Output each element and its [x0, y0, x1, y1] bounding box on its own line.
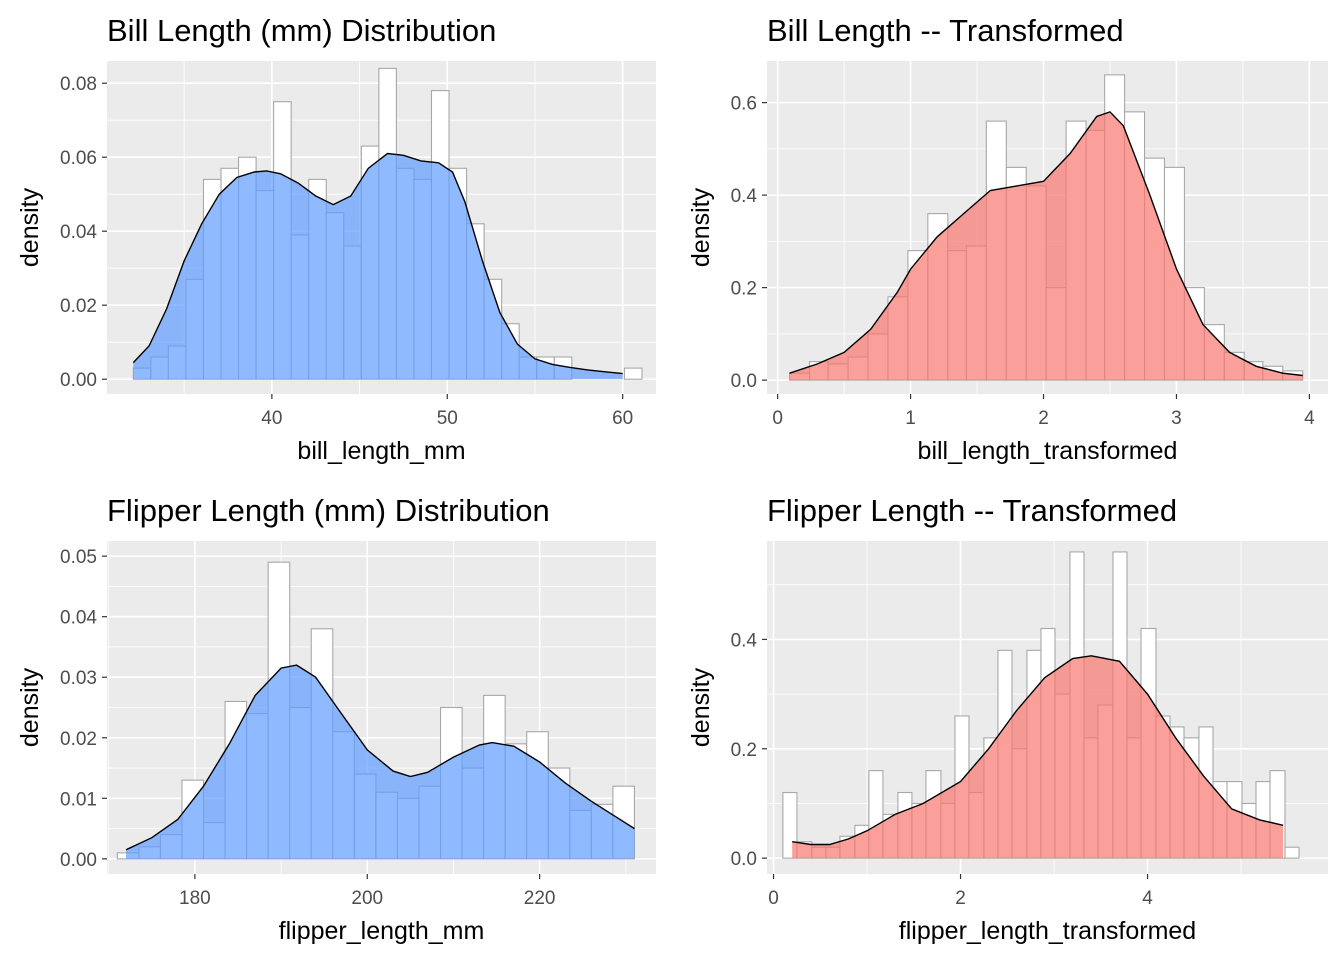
density-area	[789, 111, 1303, 381]
chart-title: Flipper Length (mm) Distribution	[107, 493, 550, 528]
histogram-bar	[623, 367, 643, 380]
x-tick-label: 2	[955, 888, 966, 909]
density-area	[126, 665, 635, 859]
y-axis-title: density	[687, 187, 715, 267]
y-tick-label: 0.0	[731, 371, 757, 392]
density-area	[133, 153, 623, 380]
histogram-bar	[1284, 846, 1300, 859]
chart-title: Bill Length -- Transformed	[767, 13, 1124, 48]
x-tick-label: 4	[1304, 408, 1315, 429]
density-area	[792, 655, 1284, 859]
y-tick-label: 0.01	[60, 789, 97, 810]
x-tick-label: 0	[768, 888, 779, 909]
chart-panel-2: 180 200 220 0.00 0.01 0.02 0.03 0.04 0.05 Flipper…	[16, 493, 656, 945]
y-axis-title: density	[16, 187, 44, 267]
x-tick-label: 180	[179, 888, 211, 909]
y-tick-label: 0.02	[60, 296, 97, 317]
y-axis-title: density	[687, 667, 715, 747]
x-tick-label: 0	[772, 408, 783, 429]
chart-panel-3: 0 2 4 0.0 0.2 0.4 Flipper Length -- Transforme…	[687, 493, 1328, 945]
x-tick-label: 50	[437, 408, 458, 429]
y-tick-label: 0.03	[60, 668, 97, 689]
x-axis-title: flipper_length_mm	[279, 917, 485, 945]
y-tick-label: 0.04	[60, 222, 97, 243]
x-tick-label: 4	[1142, 888, 1153, 909]
chart-panel-0: 40 50 60 0.00 0.02 0.04 0.06 0.08 Bill Length (m…	[16, 13, 656, 465]
y-tick-label: 0.06	[60, 148, 97, 169]
y-tick-label: 0.04	[60, 608, 97, 629]
y-tick-label: 0.4	[731, 186, 758, 207]
x-tick-label: 60	[612, 408, 633, 429]
y-tick-label: 0.08	[60, 74, 97, 95]
x-tick-label: 40	[261, 408, 282, 429]
y-tick-label: 0.02	[60, 729, 97, 750]
x-axis-title: bill_length_mm	[297, 437, 465, 465]
x-tick-label: 1	[905, 408, 916, 429]
chart-title: Flipper Length -- Transformed	[767, 493, 1177, 528]
x-axis-title: bill_length_transformed	[918, 437, 1178, 465]
y-tick-label: 0.00	[60, 370, 97, 391]
y-tick-label: 0.4	[731, 630, 758, 651]
x-tick-label: 220	[524, 888, 556, 909]
y-tick-label: 0.2	[731, 740, 757, 761]
y-tick-label: 0.00	[60, 850, 97, 871]
density-curve	[789, 111, 1303, 377]
x-tick-label: 3	[1171, 408, 1182, 429]
y-axis-title: density	[16, 667, 44, 747]
density-curve	[132, 152, 623, 375]
x-tick-label: 200	[351, 888, 383, 909]
y-tick-label: 0.2	[731, 279, 757, 300]
x-axis-title: flipper_length_transformed	[899, 917, 1196, 945]
x-tick-label: 2	[1038, 408, 1049, 429]
y-tick-label: 0.6	[731, 94, 757, 115]
chart-title: Bill Length (mm) Distribution	[107, 13, 496, 48]
y-tick-label: 0.0	[731, 849, 757, 870]
density-curve	[125, 664, 635, 851]
density-curve	[792, 655, 1284, 846]
y-tick-label: 0.05	[60, 547, 97, 568]
chart-panel-1: 0 1 2 3 4 0.0 0.2 0.4 0.6 Bill Length -- Transfor…	[687, 13, 1328, 465]
